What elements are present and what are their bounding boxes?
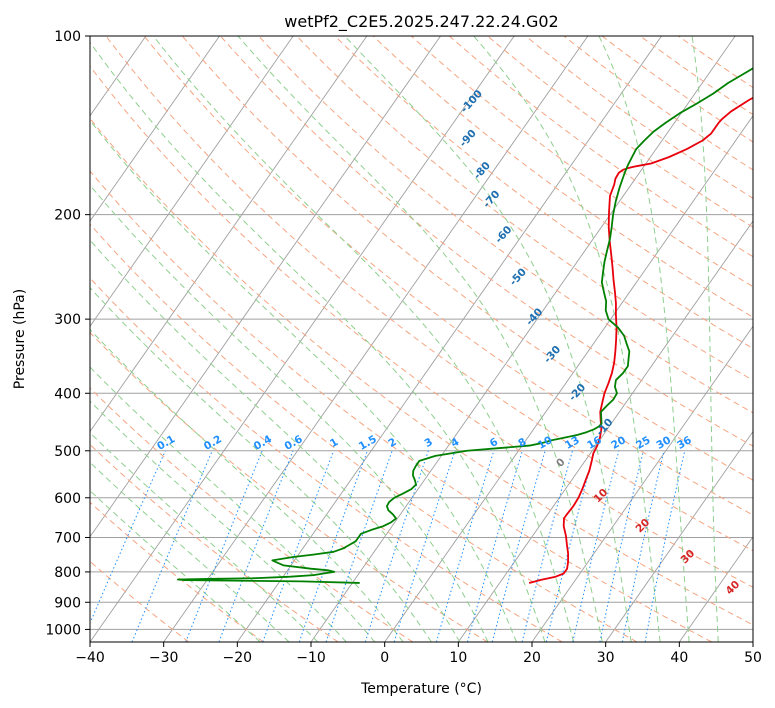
mixing-ratio-line	[325, 450, 393, 642]
x-tick-label: 40	[670, 650, 688, 666]
dry-adiabat-line	[90, 331, 488, 642]
isotherm-line	[236, 36, 662, 642]
dry-adiabat-line	[90, 443, 339, 642]
x-tick-label: 50	[744, 650, 762, 666]
mixing-ratio-line	[435, 450, 495, 642]
moist-adiabat-line	[90, 239, 461, 642]
y-tick-label: 700	[54, 531, 81, 547]
moist-adiabat-line	[598, 36, 690, 642]
mixing-ratio-line	[364, 450, 429, 642]
moist-adiabat-line	[344, 36, 632, 642]
y-axis-label: Pressure (hPa)	[12, 289, 28, 389]
mixing-ratio-line	[131, 450, 213, 642]
moist-adiabat-line	[691, 36, 719, 642]
x-axis-label: Temperature (°C)	[360, 681, 482, 697]
isotherm-line	[384, 115, 753, 642]
mixing-ratio-line	[621, 450, 665, 642]
y-tick-label: 400	[54, 386, 81, 402]
x-tick-label: 0	[380, 650, 389, 666]
isotherm-line	[531, 325, 753, 642]
dry-adiabat-line	[449, 36, 753, 258]
y-tick-label: 500	[54, 444, 81, 460]
chart-title: wetPf2_C2E5.2025.247.22.24.G02	[284, 12, 558, 32]
moist-adiabat-line	[90, 41, 546, 642]
temperature-profile-line	[528, 96, 753, 584]
x-tick-label: 20	[523, 650, 541, 666]
dry-adiabat-line	[90, 170, 712, 642]
mixing-ratio-line	[298, 450, 368, 642]
moist-adiabat-line	[90, 489, 261, 642]
moist-adiabat-line	[90, 461, 290, 642]
mixing-ratio-line	[545, 450, 596, 642]
dry-adiabat-line	[105, 36, 753, 552]
moist-adiabat-line	[90, 328, 404, 642]
dry-adiabat-line	[90, 277, 563, 642]
dry-adiabat-line	[601, 36, 753, 143]
dry-adiabat-line	[90, 501, 264, 642]
moist-adiabat-line	[90, 286, 432, 642]
dry-adiabat-line	[143, 36, 753, 516]
mixing-ratio-line	[572, 450, 620, 642]
x-tick-label: −30	[149, 650, 179, 666]
moist-adiabat-line	[152, 36, 575, 642]
x-tick-label: 30	[597, 650, 615, 666]
mixing-ratio-line	[467, 450, 523, 642]
dry-adiabat-line	[334, 36, 753, 350]
dry-adiabat-line	[525, 36, 753, 199]
isotherm-line	[605, 430, 753, 642]
dry-adiabat-line	[258, 36, 753, 414]
isotherm-line	[163, 36, 589, 642]
isotherm-line	[90, 36, 294, 328]
isotherm-line	[90, 36, 441, 538]
y-tick-label: 100	[54, 29, 81, 45]
x-tick-label: −40	[75, 650, 105, 666]
moist-adiabat-line	[237, 36, 603, 642]
dry-adiabat-line	[90, 223, 638, 642]
mixing-ratio-line	[599, 450, 644, 642]
moist-adiabat-line	[90, 400, 347, 642]
mixing-ratio-line	[393, 450, 456, 642]
dry-adiabat-line	[487, 36, 753, 228]
moist-adiabat-line	[90, 366, 376, 642]
x-tick-label: −20	[223, 650, 253, 666]
x-tick-label: 10	[449, 650, 467, 666]
isotherm-line	[457, 220, 753, 642]
dewpoint-profile-line	[177, 67, 753, 584]
isotherm-line	[90, 36, 368, 433]
mixing-ratio-line	[491, 450, 546, 642]
isotherm-line	[310, 36, 736, 642]
dry-adiabat-line	[90, 117, 753, 626]
y-tick-label: 1000	[45, 622, 81, 638]
y-tick-label: 600	[54, 491, 81, 507]
isotherm-line	[90, 36, 220, 222]
moist-adiabat-line	[90, 119, 517, 642]
moist-adiabat-line	[473, 36, 661, 642]
y-tick-label: 900	[54, 595, 81, 611]
mixing-ratio-line	[521, 450, 573, 642]
isotherm-line	[90, 36, 515, 642]
y-tick-label: 200	[54, 208, 81, 224]
moist-adiabat-line	[90, 432, 319, 642]
x-tick-label: −10	[296, 650, 326, 666]
y-tick-label: 300	[54, 312, 81, 328]
isotherm-line	[678, 535, 753, 642]
mixing-ratio-line	[644, 450, 686, 642]
mixing-ratio-line	[90, 450, 166, 625]
plot-frame	[89, 35, 754, 643]
y-tick-label: 800	[54, 565, 81, 581]
moist-adiabat-line	[90, 184, 489, 642]
dry-adiabat-line	[296, 36, 753, 381]
dry-adiabat-line	[90, 65, 753, 588]
